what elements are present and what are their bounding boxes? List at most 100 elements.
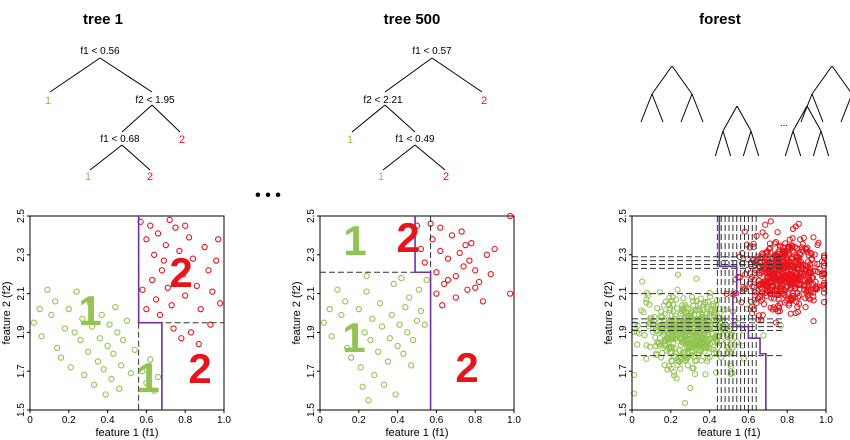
data-point	[661, 340, 669, 347]
data-point	[805, 278, 813, 285]
x-tick-label: 0.6	[429, 415, 443, 426]
data-point	[712, 369, 720, 376]
data-point	[98, 311, 105, 319]
data-point	[197, 305, 204, 313]
data-point	[630, 371, 638, 378]
plot-frame	[319, 215, 515, 411]
data-point	[692, 306, 699, 313]
data-point	[800, 234, 807, 242]
data-point	[771, 240, 778, 247]
data-point	[782, 262, 789, 269]
y-tick-label: 1.9	[306, 325, 317, 339]
region-label-2: 2	[455, 344, 478, 391]
data-point	[757, 297, 764, 304]
data-point	[73, 288, 80, 295]
y-tick-label: 1.5	[306, 403, 317, 417]
data-point	[404, 329, 411, 336]
tree-1-diagram: f1 < 0.56 1 f2 < 1.95 f1 < 0.68 2 1 2	[45, 46, 185, 183]
tree1-node-f1: f1 < 0.68	[100, 134, 140, 145]
tree500-edge	[351, 104, 386, 133]
tree500-edge	[382, 144, 416, 171]
tree500-root-node: f1 < 0.57	[412, 46, 452, 57]
data-point	[711, 350, 718, 357]
data-point	[669, 333, 676, 341]
data-point	[771, 251, 778, 258]
tree500-edge	[414, 144, 446, 171]
data-point	[673, 321, 680, 328]
x-tick-label: 0.8	[468, 415, 482, 426]
data-point	[656, 289, 663, 296]
data-point	[131, 346, 138, 354]
data-point	[653, 350, 660, 357]
data-point	[759, 251, 767, 258]
data-point	[371, 371, 378, 379]
data-point	[320, 319, 328, 326]
data-point	[433, 269, 440, 276]
tree500-edge	[431, 57, 483, 93]
data-point	[61, 325, 69, 332]
data-point	[652, 334, 659, 341]
data-point	[162, 241, 169, 249]
data-point	[441, 280, 448, 288]
data-point	[363, 272, 370, 280]
forest-tree-edge	[812, 130, 822, 157]
data-point	[797, 258, 805, 266]
data-point	[695, 321, 703, 328]
x-tick-label: 0.2	[62, 415, 76, 426]
data-point	[670, 368, 678, 376]
data-point	[655, 322, 662, 330]
data-point	[725, 348, 732, 355]
x-tick-label: 0	[27, 415, 33, 426]
data-point	[673, 305, 681, 312]
data-point	[506, 212, 514, 220]
data-point	[771, 274, 778, 282]
data-point	[682, 314, 689, 321]
data-point	[769, 264, 776, 271]
data-point	[761, 289, 768, 297]
data-point	[367, 337, 374, 344]
data-point	[81, 371, 88, 379]
data-point	[802, 245, 809, 253]
data-point	[415, 286, 423, 293]
data-point	[674, 286, 681, 293]
data-point	[691, 318, 698, 325]
data-point	[676, 354, 683, 361]
ellipsis-dots: • • •	[255, 187, 281, 204]
data-point	[400, 350, 407, 357]
data-point	[807, 249, 815, 257]
data-point	[417, 307, 425, 315]
data-point	[704, 331, 712, 339]
data-point	[811, 251, 818, 258]
data-point	[666, 305, 674, 312]
data-point	[178, 335, 185, 342]
data-point	[176, 247, 183, 255]
data-point	[752, 266, 759, 274]
data-point	[769, 306, 776, 313]
plot-tree-1: 0 0.2 0.4 0.6 0.8 1.0 1.5 1.7 1.9 2.1 2.3 2.5 featur…	[1, 209, 231, 439]
data-point	[180, 271, 187, 278]
data-point	[789, 235, 796, 242]
data-point	[189, 255, 197, 262]
data-point	[697, 347, 704, 355]
data-point	[781, 287, 788, 294]
region-label-1: 1	[78, 287, 101, 334]
data-point	[396, 321, 403, 328]
data-point	[139, 368, 146, 375]
data-point	[166, 216, 173, 224]
data-point	[108, 375, 115, 383]
data-point	[772, 238, 780, 246]
data-point	[483, 251, 490, 258]
data-point	[672, 318, 679, 325]
x-tick-label: 0.8	[178, 415, 192, 426]
forest-tree-edge	[811, 65, 833, 95]
data-point	[666, 294, 673, 301]
y-tick-label: 1.5	[618, 403, 629, 417]
data-point	[769, 279, 776, 286]
data-point	[106, 321, 113, 328]
forest-tree-edge	[714, 130, 724, 157]
data-point	[172, 224, 179, 231]
x-tick-label: 0	[317, 415, 323, 426]
data-point	[820, 254, 828, 261]
x-tick-label: 1.0	[507, 415, 521, 426]
tree1-edge	[121, 104, 153, 133]
